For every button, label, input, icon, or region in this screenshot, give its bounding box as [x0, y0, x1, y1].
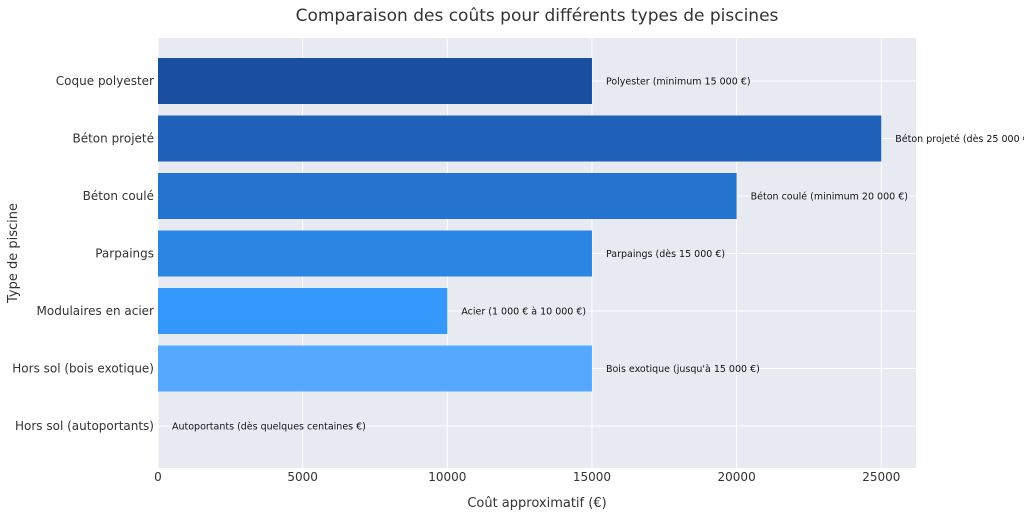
x-tick-label: 10000: [428, 470, 466, 484]
data-label: Polyester (minimum 15 000 €): [606, 77, 751, 88]
bar: [158, 173, 737, 219]
x-tick-label: 5000: [287, 470, 318, 484]
category-label: Hors sol (bois exotique): [12, 362, 154, 376]
category-label: Coque polyester: [56, 74, 154, 88]
x-tick-label: 0: [154, 470, 162, 484]
x-tick-labels: 0 5000 10000 15000 20000 25000: [154, 470, 900, 484]
category-labels: Coque polyester Béton projeté Béton coulé P…: [12, 74, 154, 433]
y-axis-label: Type de piscine: [6, 203, 21, 304]
x-tick-label: 15000: [573, 470, 611, 484]
bar: [158, 230, 592, 277]
data-label: Acier (1 000 € à 10 000 €): [461, 307, 586, 318]
data-label: Parpaings (dès 15 000 €): [606, 249, 725, 260]
data-label: Béton projeté (dès 25 000 €): [895, 134, 1024, 145]
bar: [158, 115, 882, 162]
bars: [158, 58, 882, 392]
data-label: Bois exotique (jusqu'à 15 000 €): [606, 364, 760, 375]
x-axis-label: Coût approximatif (€): [467, 496, 606, 511]
data-labels: Polyester (minimum 15 000 €) Béton projet…: [172, 77, 1024, 433]
bar: [158, 345, 592, 392]
x-tick-label: 25000: [862, 470, 900, 484]
x-tick-label: 20000: [718, 470, 756, 484]
bar: [158, 288, 448, 334]
category-label: Parpaings: [95, 247, 154, 261]
category-label: Béton projeté: [72, 132, 154, 146]
category-label: Béton coulé: [83, 189, 154, 203]
data-label: Béton coulé (minimum 20 000 €): [751, 192, 908, 203]
data-label: Autoportants (dès quelques centaines €): [172, 422, 366, 433]
bar: [158, 58, 592, 104]
category-label: Hors sol (autoportants): [15, 419, 154, 433]
chart-title: Comparaison des coûts pour différents ty…: [296, 6, 779, 26]
category-label: Modulaires en acier: [37, 304, 155, 318]
